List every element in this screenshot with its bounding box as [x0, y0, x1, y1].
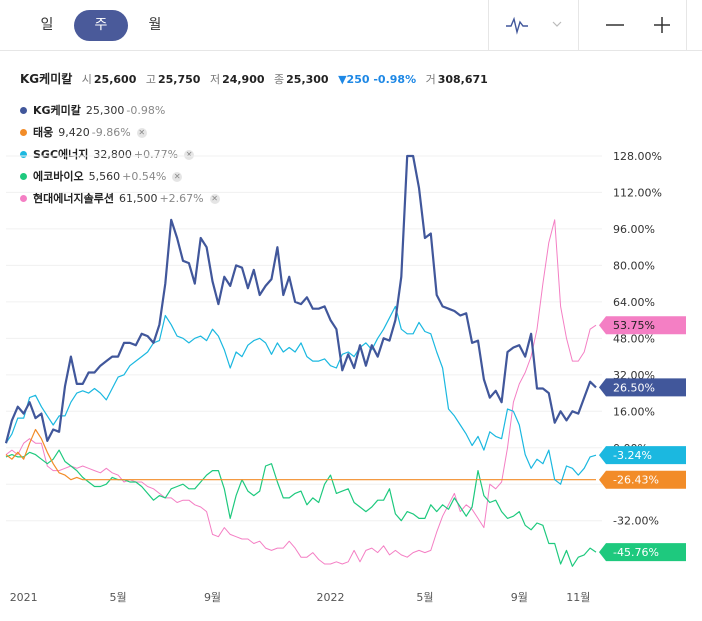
end-value-tag-label: 53.75%	[613, 319, 655, 332]
close-price: 25,300	[286, 73, 329, 86]
y-tick-label: 16.00%	[613, 405, 655, 418]
series-line	[5, 305, 597, 485]
legend-color-dot	[20, 151, 27, 158]
legend-series-value: 61,500	[118, 192, 158, 205]
end-value-tag-label: -3.24%	[613, 449, 652, 462]
end-value-tag-shape	[599, 316, 686, 335]
series-end-value-tag: 53.75%	[599, 316, 686, 335]
high-price: 25,750	[157, 73, 201, 86]
price-change: ▼250 -0.98%	[338, 73, 417, 86]
legend-item[interactable]: KG케미칼 25,300 -0.98%	[20, 104, 220, 126]
legend-series-change: +0.54%	[122, 170, 167, 183]
legend-series-change: -0.98%	[126, 104, 166, 117]
series-line	[4, 154, 597, 444]
series-end-value-tag: 26.50%	[599, 378, 686, 397]
remove-series-icon[interactable]: ✕	[184, 150, 195, 160]
end-value-tag-shape	[599, 378, 686, 397]
y-tick-label: 96.00%	[613, 223, 655, 236]
remove-series-icon[interactable]: ✕	[209, 194, 220, 204]
legend-series-value: 9,420	[58, 126, 90, 139]
series-line	[5, 428, 596, 481]
remove-series-icon[interactable]: ✕	[136, 128, 147, 138]
legend-series-name: 에코바이오	[33, 170, 84, 183]
x-tick-label: 2021	[10, 591, 38, 604]
low-price: 24,900	[222, 73, 265, 86]
toolbar-divider	[686, 0, 687, 50]
legend-item[interactable]: 에코바이오 5,560 +0.54% ✕	[20, 170, 220, 192]
legend-series-change: +0.77%	[133, 148, 179, 161]
line-chart-icon[interactable]	[500, 10, 568, 40]
legend-item[interactable]: 현대에너지솔루션 61,500 +2.67% ✕	[20, 192, 220, 214]
series-end-value-tag: -3.24%	[599, 446, 686, 465]
y-tick-label: 112.00%	[613, 186, 662, 199]
y-tick-label: 128.00%	[613, 150, 662, 163]
minus-icon[interactable]	[600, 10, 630, 40]
end-value-tag-shape	[599, 446, 686, 465]
y-tick-label: 64.00%	[613, 296, 655, 309]
series-end-value-tag: -45.76%	[599, 543, 686, 562]
series-legend: KG케미칼 25,300 -0.98% 태웅 9,420 -9.86% ✕ SGC에너지 32,…	[20, 104, 220, 214]
legend-series-value: 32,800	[93, 148, 132, 161]
y-tick-label: 80.00%	[613, 259, 655, 272]
series-line	[5, 449, 597, 567]
open-price: 25,600	[93, 73, 137, 86]
end-value-tag-label: -26.43%	[613, 474, 659, 487]
low-label: 저	[209, 73, 221, 86]
y-tick-label: 48.00%	[613, 332, 655, 345]
x-tick-label: 2022	[317, 591, 345, 604]
volume-label: 거	[425, 73, 436, 86]
stock-name: KG케미칼	[20, 72, 73, 86]
x-tick-label: 5월	[110, 591, 127, 604]
period-day-tab[interactable]: 일	[40, 17, 54, 33]
price-summary: KG케미칼 시 25,600 고 25,750 저 24,900 종 25,300 ▼2…	[20, 70, 488, 87]
legend-series-name: 태웅	[33, 126, 54, 139]
legend-color-dot	[20, 173, 27, 180]
end-value-tag-label: -45.76%	[613, 546, 659, 559]
open-label: 시	[81, 73, 92, 86]
close-label: 종	[274, 73, 285, 86]
legend-item[interactable]: SGC에너지 32,800 +0.77% ✕	[20, 148, 220, 170]
legend-series-value: 25,300	[85, 104, 125, 117]
x-tick-label: 9월	[204, 591, 221, 604]
legend-series-name: 현대에너지솔루션	[33, 192, 114, 205]
end-value-tag-label: 26.50%	[613, 381, 655, 394]
end-value-tag-shape	[599, 470, 686, 489]
series-end-value-tag: -26.43%	[599, 470, 686, 489]
x-tick-label: 11월	[566, 591, 590, 604]
legend-color-dot	[20, 195, 27, 202]
end-value-tag-shape	[599, 543, 686, 562]
legend-series-name: KG케미칼	[33, 104, 81, 117]
series-line	[5, 219, 597, 565]
plus-icon[interactable]	[647, 10, 677, 40]
toolbar-divider	[488, 0, 489, 50]
legend-series-name: SGC에너지	[33, 148, 89, 161]
x-tick-label: 9월	[511, 591, 528, 604]
period-month-tab[interactable]: 월	[148, 17, 162, 33]
y-tick-label: -32.00%	[613, 515, 659, 528]
volume-value: 308,671	[437, 73, 488, 86]
legend-series-change: +2.67%	[159, 192, 204, 205]
period-week-tab[interactable]: 주	[74, 10, 128, 41]
toolbar-divider	[578, 0, 579, 50]
high-label: 고	[145, 73, 156, 86]
legend-series-change: -9.86%	[91, 126, 131, 139]
legend-color-dot	[20, 107, 27, 114]
chart-toolbar: 일 주 월	[0, 0, 702, 51]
legend-color-dot	[20, 129, 27, 136]
legend-series-value: 5,560	[88, 170, 121, 183]
legend-item[interactable]: 태웅 9,420 -9.86% ✕	[20, 126, 220, 148]
remove-series-icon[interactable]: ✕	[172, 172, 183, 182]
x-tick-label: 5월	[416, 591, 433, 604]
